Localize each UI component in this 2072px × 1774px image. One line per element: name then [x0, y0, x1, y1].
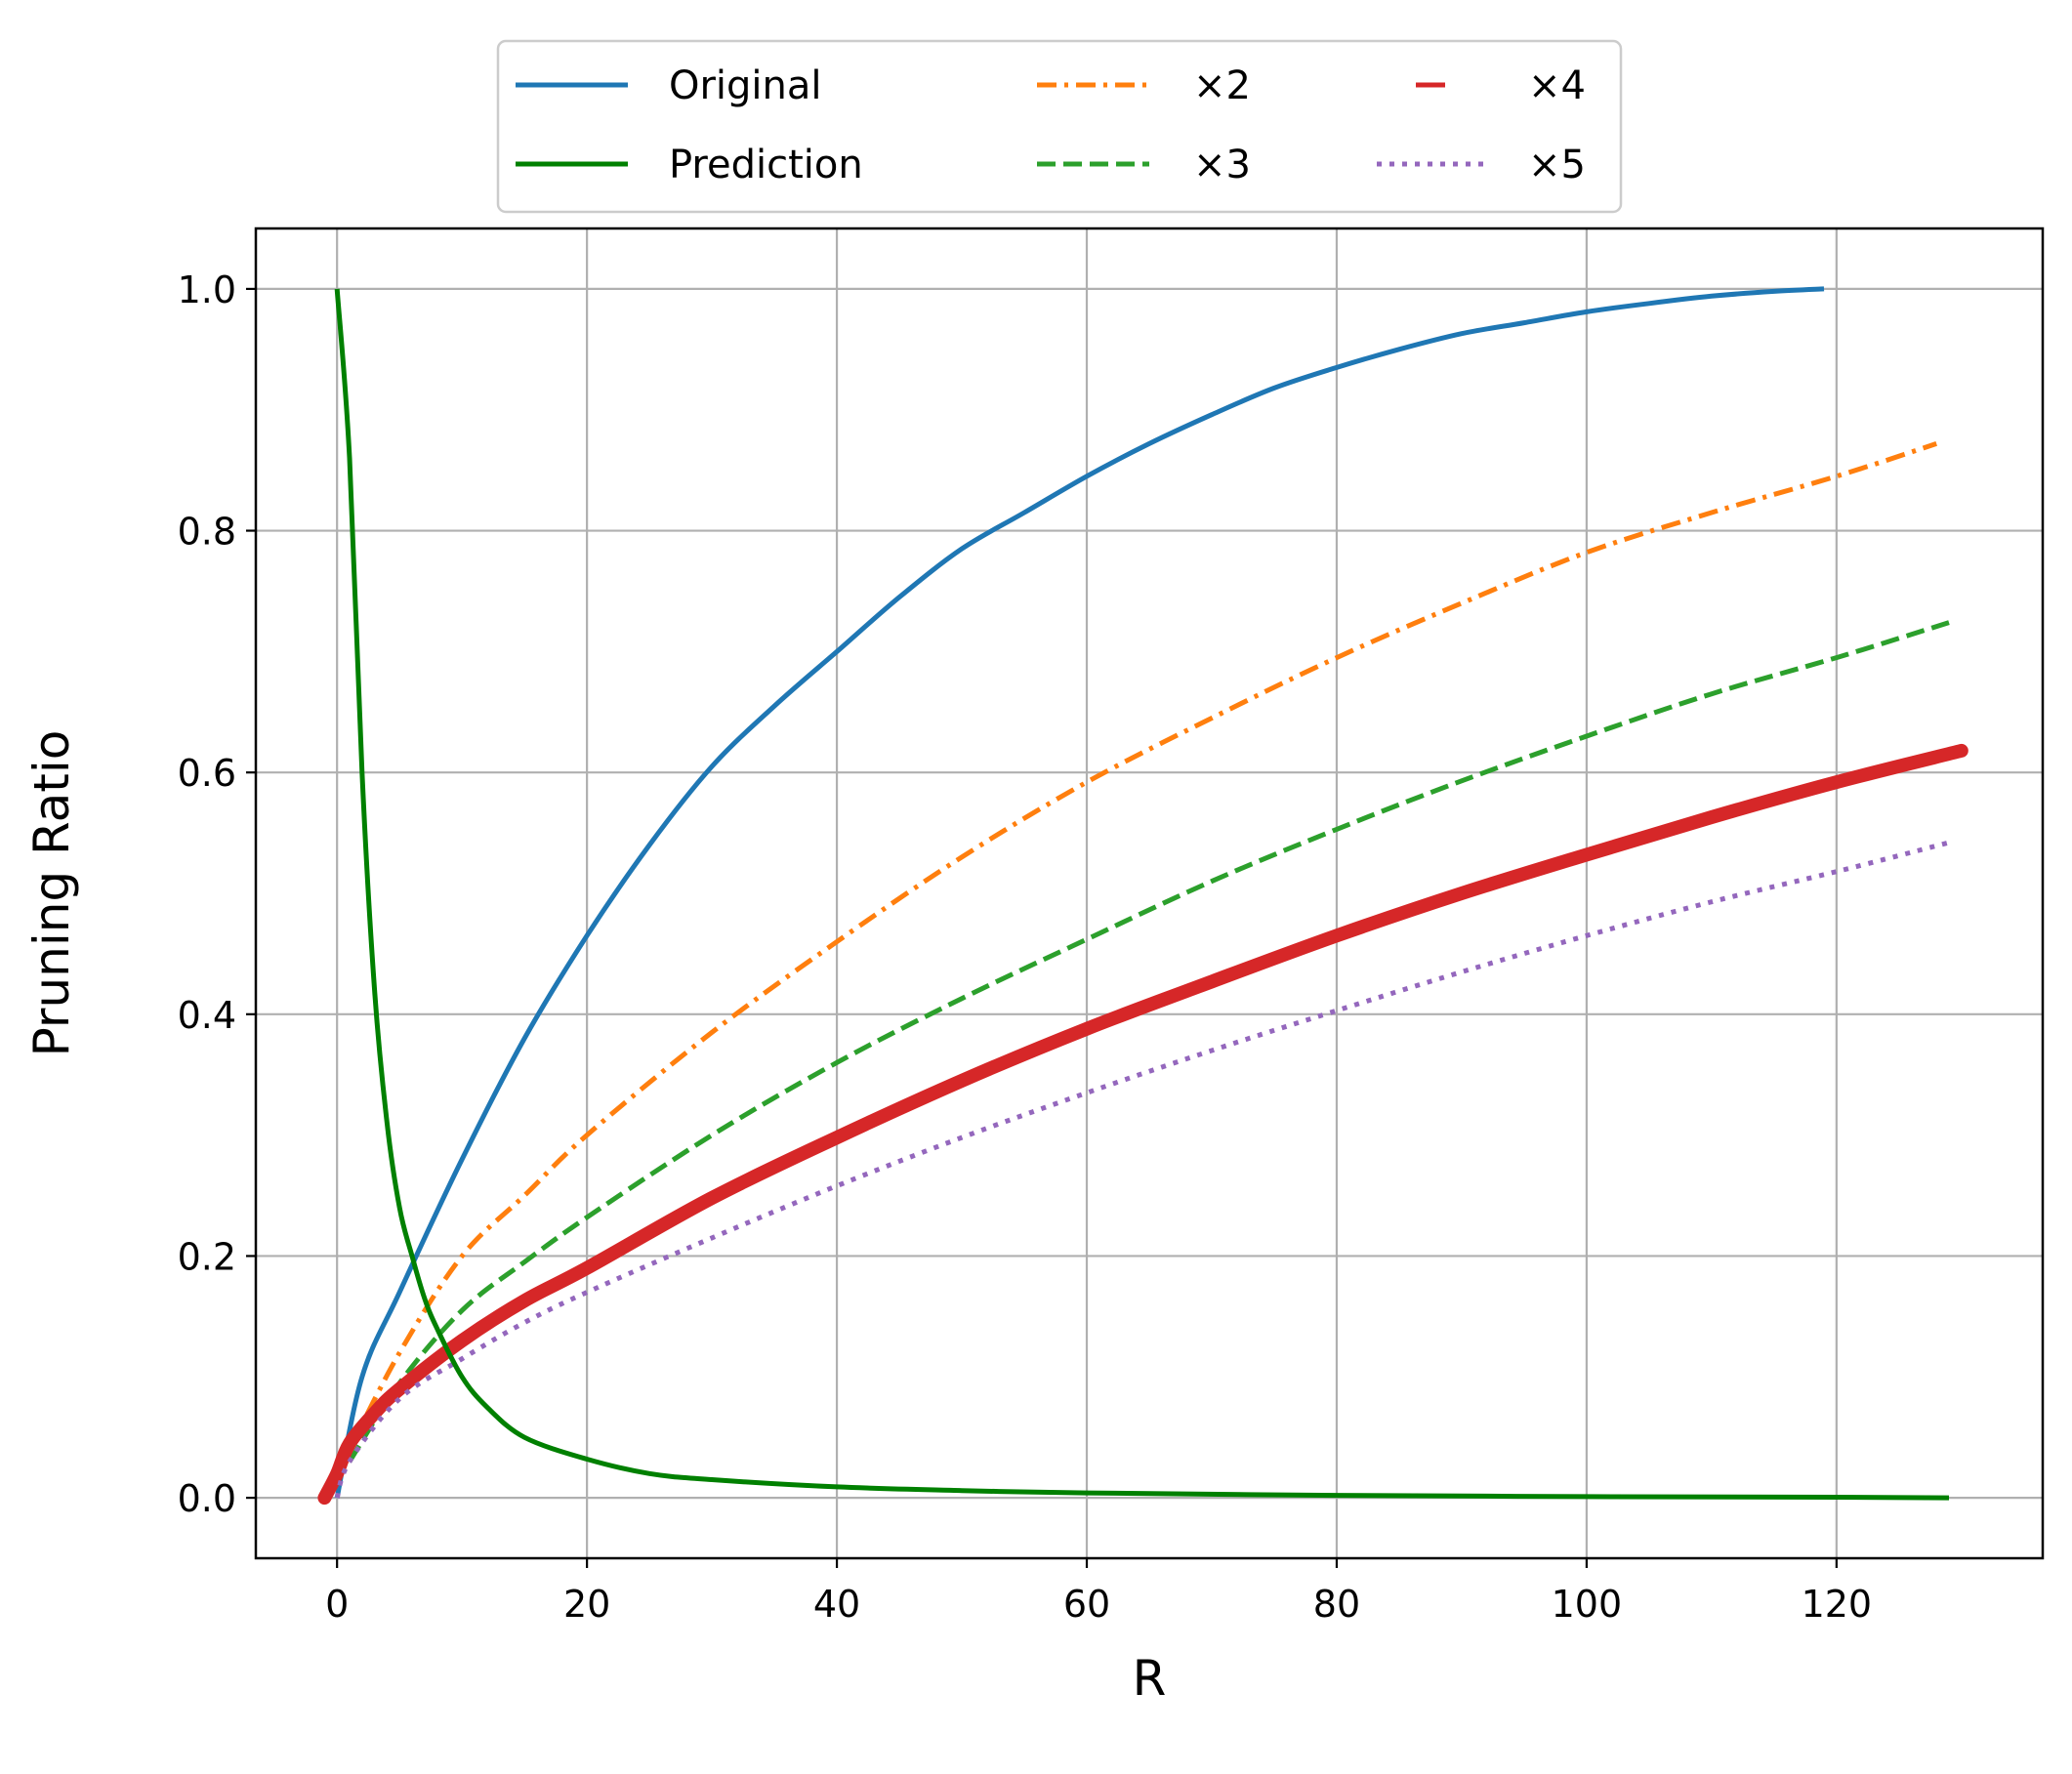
plot-frame — [254, 227, 2045, 1560]
x-tick-label: 80 — [1313, 1583, 1360, 1626]
series-line-3 — [347, 620, 1950, 1464]
x-tick-label: 100 — [1552, 1583, 1623, 1626]
grid — [256, 228, 2043, 1558]
y-tick-label: 0.2 — [178, 1235, 236, 1278]
series-layer — [317, 286, 1968, 1506]
x-axis-label: R — [1133, 1650, 1167, 1707]
series-line-2 — [347, 441, 1937, 1451]
y-tick-label: 0.6 — [178, 752, 236, 795]
legend-label-4: ×4 — [1528, 63, 1586, 108]
legend-box — [496, 39, 1623, 214]
y-tick-label: 0.4 — [178, 994, 236, 1037]
y-tick-label: 1.0 — [178, 268, 236, 311]
legend-label-1: Prediction — [669, 143, 863, 187]
series-line-0 — [334, 286, 1825, 1499]
y-axis-label: Pruning Ratio — [23, 730, 80, 1057]
legend-label-0: Original — [669, 63, 822, 108]
series-line-5 — [334, 840, 1950, 1499]
series-line-4 — [317, 743, 1968, 1506]
x-tick-label: 40 — [813, 1583, 860, 1626]
legend-label-5: ×5 — [1528, 143, 1586, 187]
legend-label-3: ×3 — [1193, 143, 1251, 187]
y-tick-label: 0.0 — [178, 1477, 236, 1520]
x-tick-label: 60 — [1063, 1583, 1110, 1626]
y-tick-label: 0.8 — [178, 511, 236, 554]
x-tick-label: 20 — [563, 1583, 610, 1626]
x-tick-label: 120 — [1802, 1583, 1873, 1626]
legend: Original Prediction ×2 ×3 ×4 ×5 — [496, 39, 1623, 214]
ticks: 0 20 40 60 80 100 120 0.0 0.2 0.4 0.6 0.8 1.0 — [178, 268, 1873, 1626]
legend-label-2: ×2 — [1193, 63, 1251, 108]
x-tick-label: 0 — [325, 1583, 349, 1626]
series-line-1 — [334, 288, 1950, 1501]
